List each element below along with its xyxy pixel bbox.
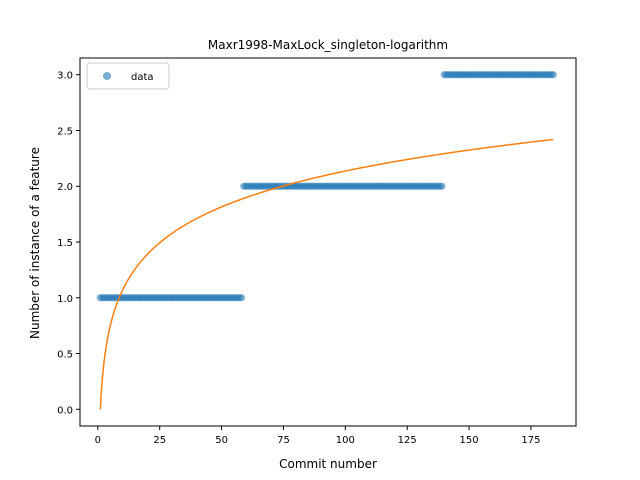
- chart-title: Maxr1998-MaxLock_singleton-logarithm: [208, 38, 448, 52]
- legend-marker-data: [103, 72, 111, 80]
- data-point: [549, 71, 557, 79]
- data-point: [438, 182, 446, 190]
- y-tick-label: 2.5: [57, 126, 73, 137]
- x-tick-label: 125: [398, 435, 417, 446]
- x-tick-label: 25: [153, 435, 166, 446]
- x-axis-label: Commit number: [279, 457, 377, 471]
- x-tick-label: 0: [95, 435, 101, 446]
- x-tick-label: 150: [460, 435, 479, 446]
- plot-frame: [79, 57, 577, 427]
- data-points: [96, 71, 557, 302]
- y-tick-label: 1.0: [57, 294, 73, 305]
- legend: data: [86, 62, 170, 90]
- axis-ticks: 0 25 50 75 100 125 150 175 0.0 0.5 1.0 1.5 2.0 2.5 3.0: [57, 71, 540, 446]
- y-tick-label: 0.0: [57, 405, 73, 416]
- y-tick-label: 2.0: [57, 182, 73, 193]
- y-tick-label: 0.5: [57, 350, 73, 361]
- data-point: [237, 294, 245, 302]
- y-tick-label: 3.0: [57, 71, 73, 82]
- x-tick-label: 100: [336, 435, 355, 446]
- x-tick-label: 75: [277, 435, 290, 446]
- x-tick-label: 50: [215, 435, 228, 446]
- x-tick-label: 175: [521, 435, 540, 446]
- y-axis-label: Number of instance of a feature: [28, 147, 42, 339]
- fit-line: [99, 138, 554, 410]
- fit-line-group: [99, 138, 554, 410]
- legend-label-data: data: [131, 72, 154, 83]
- legend-box: [86, 62, 170, 90]
- y-tick-label: 1.5: [57, 238, 73, 249]
